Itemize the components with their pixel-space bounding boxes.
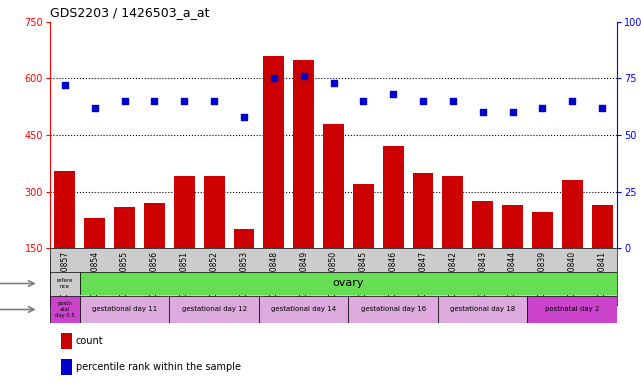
Point — [508, 109, 518, 116]
Bar — [413, 173, 433, 248]
Bar — [54, 171, 76, 248]
Point — [567, 98, 578, 104]
Text: postn
atal
day 0.5: postn atal day 0.5 — [55, 301, 75, 318]
Bar — [259, 296, 349, 323]
Bar — [174, 176, 195, 248]
Bar — [383, 146, 404, 248]
Text: gestational day 16: gestational day 16 — [360, 306, 426, 313]
Point — [209, 98, 219, 104]
Text: GSM120839: GSM120839 — [538, 251, 547, 297]
Bar — [62, 359, 72, 375]
Text: GSM120843: GSM120843 — [478, 251, 487, 297]
Text: GSM120852: GSM120852 — [210, 251, 219, 297]
Text: GSM120844: GSM120844 — [508, 251, 517, 297]
Point — [239, 114, 249, 120]
Point — [60, 82, 70, 88]
Text: GSM120848: GSM120848 — [269, 251, 278, 297]
Text: GSM120856: GSM120856 — [150, 251, 159, 297]
Point — [90, 105, 100, 111]
Bar — [472, 201, 493, 248]
Text: GDS2203 / 1426503_a_at: GDS2203 / 1426503_a_at — [50, 7, 210, 20]
Bar — [62, 333, 72, 349]
Point — [119, 98, 129, 104]
Point — [478, 109, 488, 116]
Text: GSM120849: GSM120849 — [299, 251, 308, 297]
Text: GSM120846: GSM120846 — [388, 251, 397, 297]
Text: GSM120851: GSM120851 — [179, 251, 189, 297]
Bar — [85, 218, 105, 248]
Bar — [50, 296, 80, 323]
Point — [179, 98, 190, 104]
Bar — [349, 296, 438, 323]
Text: refere
nce: refere nce — [57, 278, 73, 289]
Text: GSM120847: GSM120847 — [419, 251, 428, 297]
Text: GSM120857: GSM120857 — [60, 251, 69, 297]
Text: gestational day 11: gestational day 11 — [92, 306, 157, 313]
Text: GSM120840: GSM120840 — [568, 251, 577, 297]
Bar — [114, 207, 135, 248]
Bar — [144, 203, 165, 248]
Bar — [528, 296, 617, 323]
Text: ovary: ovary — [333, 278, 364, 288]
Text: gestational day 12: gestational day 12 — [181, 306, 247, 313]
Point — [269, 75, 279, 81]
Text: gestational day 18: gestational day 18 — [450, 306, 515, 313]
Bar — [592, 205, 613, 248]
Point — [358, 98, 369, 104]
Text: GSM120854: GSM120854 — [90, 251, 99, 297]
Point — [299, 73, 309, 79]
Point — [388, 91, 398, 98]
Bar — [502, 205, 523, 248]
Text: GSM120842: GSM120842 — [448, 251, 458, 297]
Text: percentile rank within the sample: percentile rank within the sample — [76, 362, 240, 372]
Bar — [50, 272, 80, 295]
Text: GSM120855: GSM120855 — [120, 251, 129, 297]
Point — [597, 105, 607, 111]
Text: GSM120841: GSM120841 — [597, 251, 606, 297]
Text: gestational day 14: gestational day 14 — [271, 306, 337, 313]
Bar — [353, 184, 374, 248]
Bar — [233, 229, 254, 248]
Point — [149, 98, 160, 104]
Point — [537, 105, 547, 111]
Text: postnatal day 2: postnatal day 2 — [545, 306, 599, 313]
Point — [328, 80, 338, 86]
Bar — [438, 296, 528, 323]
Bar — [323, 124, 344, 248]
Bar — [532, 212, 553, 248]
Bar — [80, 296, 169, 323]
Bar — [204, 176, 224, 248]
Bar — [562, 180, 583, 248]
Text: GSM120845: GSM120845 — [359, 251, 368, 297]
Point — [448, 98, 458, 104]
Point — [418, 98, 428, 104]
Bar — [442, 176, 463, 248]
Text: GSM120850: GSM120850 — [329, 251, 338, 297]
Bar — [293, 60, 314, 248]
Bar — [169, 296, 259, 323]
Bar — [263, 56, 284, 248]
Text: GSM120853: GSM120853 — [240, 251, 249, 297]
Text: count: count — [76, 336, 103, 346]
